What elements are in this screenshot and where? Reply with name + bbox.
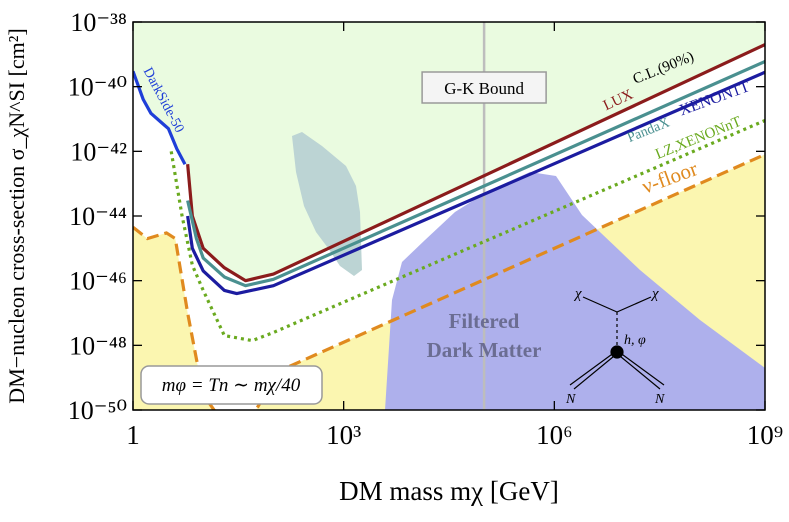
y-tick-label: 10⁻⁴² <box>70 137 127 166</box>
feynman-diagram <box>569 296 665 390</box>
x-axis-label: DM mass mχ [GeV] <box>339 476 559 506</box>
diagram-label: N <box>654 392 665 407</box>
diagram-label: h, φ <box>624 333 646 348</box>
x-tick-label: 10⁶ <box>536 420 572 450</box>
region-label: Dark Matter <box>427 338 542 362</box>
series-line <box>133 153 765 410</box>
y-tick-label: 10⁻⁴⁸ <box>69 331 127 360</box>
gk-bound-box <box>421 71 547 104</box>
x-tick-label: 10³ <box>326 420 361 450</box>
series-line <box>186 70 765 296</box>
formula: mφ = Tn ∼ mχ/40 <box>162 375 301 396</box>
y-tick-label: 10⁻⁵⁰ <box>68 396 127 425</box>
y-tick-label: 10⁻³⁸ <box>70 8 127 37</box>
y-tick-label: 10⁻⁴⁴ <box>69 202 127 231</box>
filtered-region <box>385 172 765 410</box>
x-tick-label: 10⁹ <box>747 420 783 450</box>
y-tick-label: 10⁻⁴⁰ <box>68 73 127 102</box>
diagram-label: χ <box>650 286 659 302</box>
region-label: Filtered <box>449 309 520 333</box>
x-tick-label: 1 <box>126 420 140 450</box>
excluded-region <box>133 22 765 281</box>
series-line <box>186 60 765 288</box>
series-line <box>169 119 765 343</box>
diagram-label: χ <box>573 286 582 302</box>
y-axis-label: DM−nucleon cross-section σ_χN^SI [cm²] <box>4 28 29 403</box>
formula-box <box>140 365 323 405</box>
series-line <box>133 70 187 165</box>
gk-bound-label: G-K Bound <box>444 79 524 98</box>
y-tick-label: 10⁻⁴⁶ <box>69 267 127 296</box>
diagram-label: N <box>565 392 576 407</box>
